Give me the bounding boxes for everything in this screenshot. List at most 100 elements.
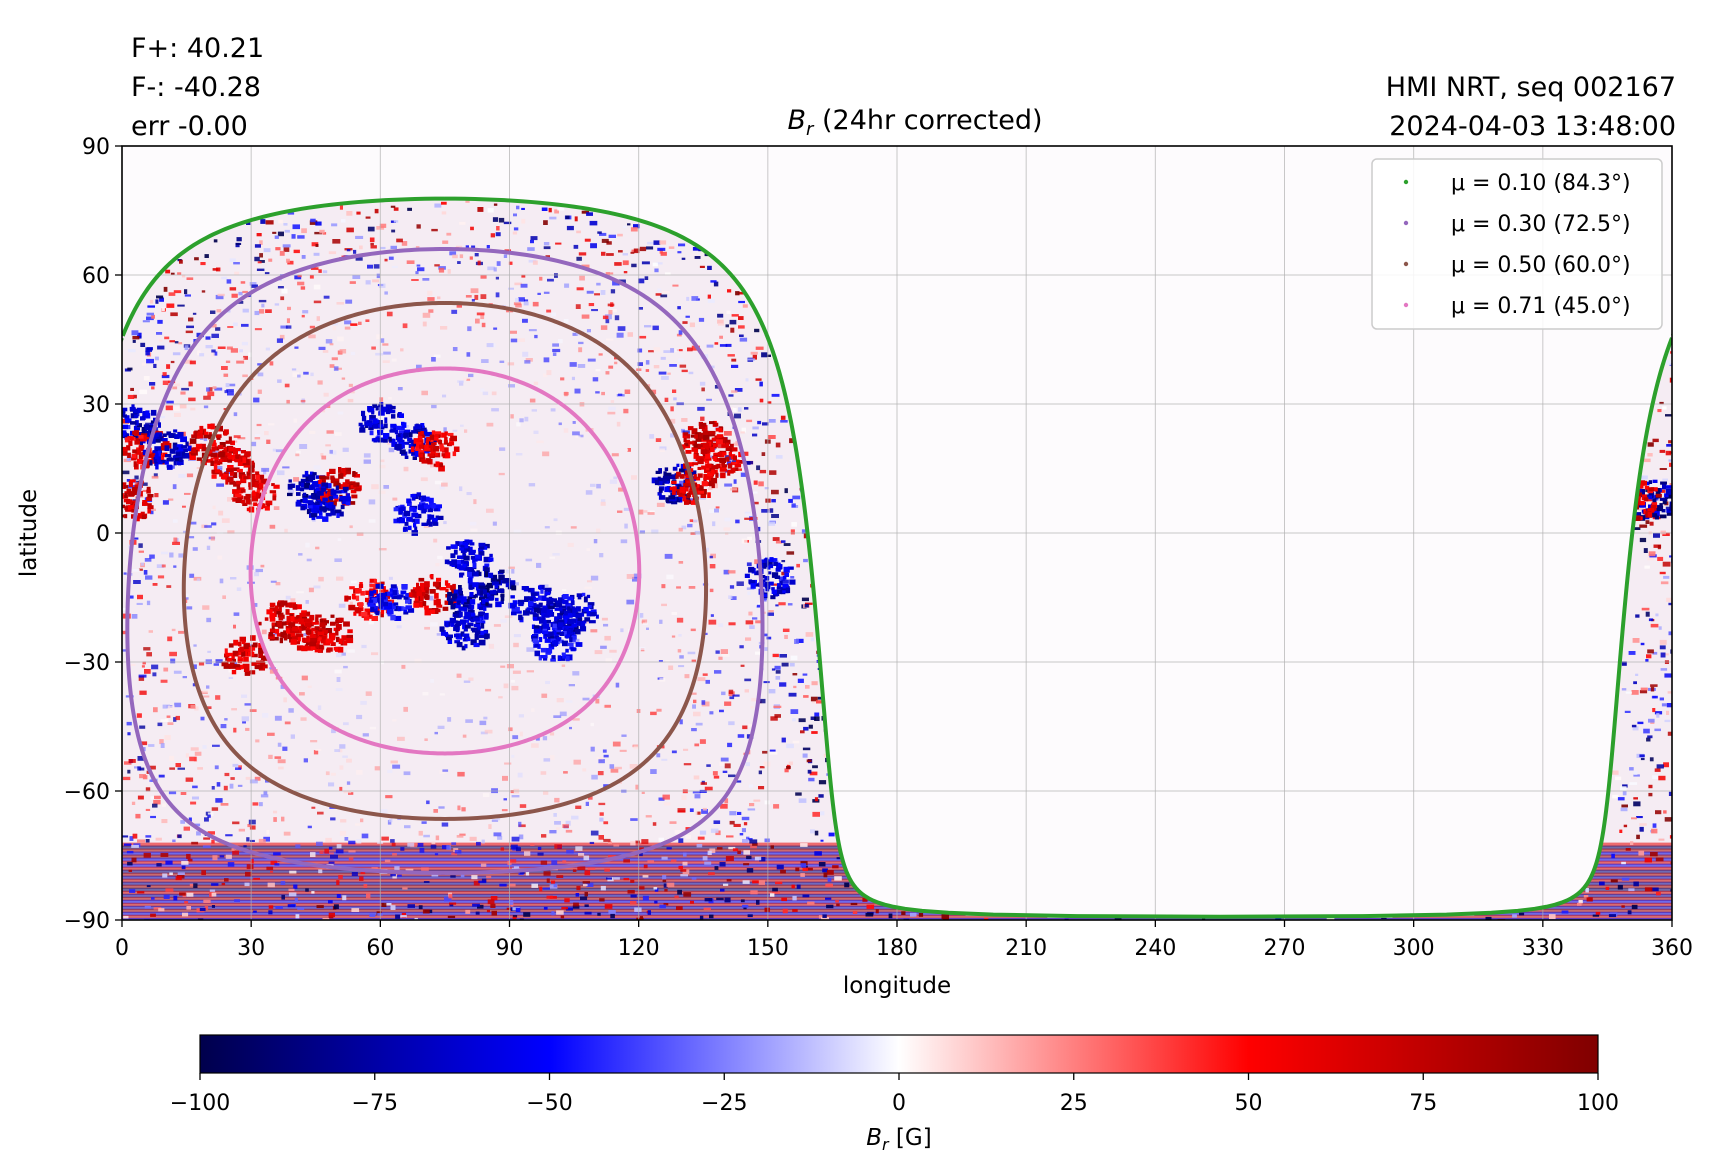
active-region-pixel [355,588,362,594]
active-region-pixel [241,640,246,645]
noise-pixel [186,906,191,910]
noise-pixel [170,312,178,317]
noise-pixel [337,411,344,415]
active-region-pixel [352,471,356,477]
active-region-pixel [530,588,534,595]
noise-pixel [1605,886,1610,890]
active-region-pixel [212,446,218,451]
noise-pixel [259,253,263,258]
active-region-pixel [296,492,301,496]
noise-pixel [716,473,723,477]
noise-pixel [242,721,246,724]
noise-pixel [243,355,248,360]
active-region-pixel [705,457,712,461]
noise-pixel [707,850,712,855]
active-region-pixel [457,600,461,605]
noise-pixel [1615,776,1622,781]
active-region-pixel [539,584,545,590]
noise-pixel [678,527,683,532]
noise-pixel [508,727,513,732]
noise-pixel [465,909,471,914]
active-region-pixel [553,640,559,646]
noise-pixel [325,444,331,447]
active-region-pixel [697,444,704,450]
active-region-pixel [404,521,409,526]
noise-pixel [612,741,621,747]
noise-pixel [295,914,300,919]
noise-pixel [800,863,807,868]
active-region-pixel [541,610,546,617]
active-region-pixel [400,433,406,438]
active-region-pixel [347,629,353,634]
active-region-pixel [463,628,468,632]
noise-pixel [254,244,261,248]
noise-pixel [539,886,543,892]
active-region-pixel [383,438,388,443]
noise-pixel [379,223,387,228]
noise-pixel [582,881,590,884]
noise-pixel [1670,649,1672,654]
noise-pixel [753,799,761,802]
active-region-pixel [126,499,133,505]
noise-pixel [658,660,663,662]
active-region-pixel [730,467,736,473]
active-region-pixel [373,584,377,590]
active-region-pixel [299,487,305,492]
noise-pixel [697,811,701,815]
noise-pixel [1668,459,1672,462]
noise-pixel [687,347,693,352]
noise-pixel [526,670,534,673]
noise-pixel [172,484,177,490]
noise-pixel [381,902,387,907]
noise-pixel [528,259,537,263]
active-region-pixel [288,622,295,627]
active-region-pixel [459,541,464,548]
noise-pixel [663,350,671,353]
noise-pixel [388,397,392,400]
active-region-pixel [433,437,439,441]
active-region-pixel [335,624,342,630]
active-region-pixel [463,555,470,561]
active-region-pixel [508,602,514,609]
noise-pixel [491,408,499,412]
active-region-pixel [369,583,375,588]
noise-pixel [599,812,604,816]
noise-pixel [255,434,261,437]
noise-pixel [259,260,265,263]
active-region-pixel [570,600,575,606]
noise-pixel [518,824,526,828]
noise-pixel [261,467,270,472]
noise-pixel [486,909,490,913]
active-region-pixel [365,597,370,603]
noise-pixel [612,280,620,286]
noise-pixel [172,839,176,843]
noise-pixel [506,664,514,669]
noise-pixel [512,231,518,235]
noise-pixel [643,864,648,869]
active-region-pixel [553,598,558,602]
noise-pixel [462,734,467,738]
noise-pixel [192,312,197,315]
noise-pixel [294,897,298,902]
noise-pixel [1639,537,1647,543]
noise-pixel [249,779,258,784]
active-region-pixel [164,445,170,451]
noise-pixel [756,465,761,471]
noise-pixel [599,232,607,236]
active-region-pixel [397,413,401,418]
noise-pixel [351,908,360,912]
noise-pixel [157,575,165,579]
noise-pixel [732,848,739,852]
noise-pixel [365,319,370,322]
noise-pixel [1665,450,1671,456]
noise-pixel [714,508,719,513]
noise-pixel [812,811,820,817]
active-region-pixel [113,496,119,500]
noise-pixel [145,575,153,580]
active-region-pixel [305,629,312,635]
noise-pixel [526,647,535,652]
noise-pixel [390,905,396,910]
noise-pixel [728,846,736,850]
noise-pixel [131,857,137,863]
noise-pixel [234,899,240,902]
